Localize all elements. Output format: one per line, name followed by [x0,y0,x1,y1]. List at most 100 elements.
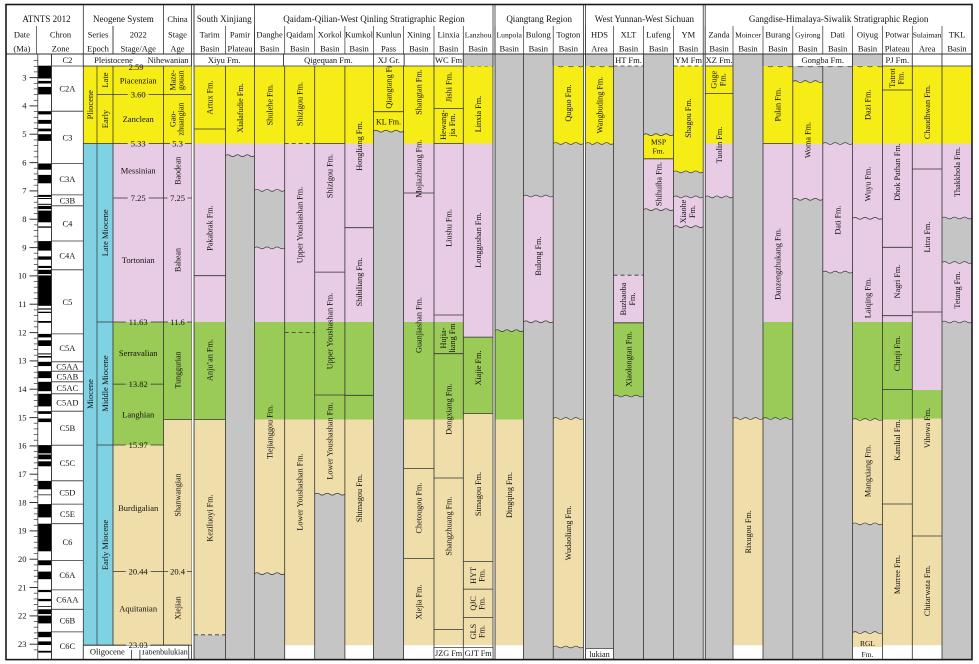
svg-text:XJ Gr.: XJ Gr. [378,55,400,65]
svg-text:JZG Fm: JZG Fm [435,649,463,658]
svg-text:ATNTS 2012: ATNTS 2012 [22,14,70,24]
svg-text:Vihowa Fm.: Vihowa Fm. [923,408,932,448]
svg-text:Oligocene: Oligocene [90,647,125,657]
svg-text:Shangzhuang Fm.: Shangzhuang Fm. [444,496,453,555]
svg-text:Neogene System: Neogene System [93,14,154,24]
svg-text:Togton: Togton [556,30,581,40]
svg-text:South Xinjiang: South Xinjiang [197,14,252,24]
svg-text:Basin: Basin [619,44,639,54]
svg-text:5.3: 5.3 [172,139,183,149]
svg-text:Basin: Basin [500,44,520,54]
svg-text:6: 6 [22,157,26,167]
svg-text:C5AB: C5AB [57,372,79,382]
svg-text:Basin: Basin [468,44,488,54]
svg-text:22: 22 [18,611,27,621]
svg-text:Stage: Stage [168,30,187,40]
svg-text:Baodean: Baodean [173,157,182,185]
svg-text:YM Fm: YM Fm [675,55,703,65]
svg-text:Linxia: Linxia [437,30,459,40]
svg-text:Guanjiashan Fm.: Guanjiashan Fm. [415,297,424,353]
svg-text:Dhok Pathan Fm.: Dhok Pathan Fm. [893,143,902,201]
svg-text:Hongliang Fm.: Hongliang Fm. [355,121,364,171]
svg-text:Xiejian: Xiejian [173,596,182,620]
svg-text:7.25: 7.25 [170,193,185,203]
svg-text:9: 9 [22,242,26,252]
svg-text:Fm.: Fm. [862,650,874,659]
svg-text:Kumkol: Kumkol [345,30,374,40]
svg-text:Late Miocene: Late Miocene [100,209,110,256]
svg-text:Late: Late [100,72,110,87]
svg-text:Qigequan Fm.: Qigequan Fm. [304,55,353,65]
svg-text:RGL: RGL [860,639,875,648]
svg-text:Aquitanian: Aquitanian [119,603,158,613]
svg-text:Shangtan Fm.: Shangtan Fm. [415,69,424,115]
svg-text:Danzengzhukang Fm.: Danzengzhukang Fm. [774,228,783,300]
svg-text:HT Fm.: HT Fm. [615,55,642,65]
svg-text:C5E: C5E [60,509,75,519]
svg-text:Basin: Basin [559,44,579,54]
svg-text:Anju’an Fm.: Anju’an Fm. [206,339,215,381]
svg-text:Basin: Basin [200,44,220,54]
svg-text:PJ Fm.: PJ Fm. [885,55,909,65]
svg-text:Dingqing Fm.: Dingqing Fm. [505,472,514,518]
svg-text:Wangbuding Fm.: Wangbuding Fm. [595,77,604,134]
svg-text:C5AC: C5AC [57,383,79,393]
svg-text:Basin: Basin [798,44,818,54]
svg-text:WC Fm: WC Fm [435,55,463,65]
svg-text:13.82: 13.82 [129,379,148,389]
svg-text:17: 17 [18,469,27,479]
svg-text:XZ Fm.: XZ Fm. [706,55,733,65]
svg-text:Fm.: Fm. [628,293,637,306]
svg-text:20: 20 [18,554,27,564]
svg-text:14: 14 [18,384,27,394]
svg-text:Potwar: Potwar [885,30,909,40]
svg-text:Dati: Dati [830,30,845,40]
svg-text:YM: YM [682,30,696,40]
svg-text:C2: C2 [62,55,72,65]
svg-text:Bulong Fm.: Bulong Fm. [534,236,543,275]
svg-text:Middle Miocene: Middle Miocene [100,355,110,412]
svg-text:Mojiazhuang Fm.: Mojiazhuang Fm. [415,139,424,197]
svg-text:11: 11 [18,299,26,309]
svg-text:Fm.: Fm. [653,147,665,156]
svg-text:10: 10 [18,271,27,281]
svg-text:QJC: QJC [469,596,478,611]
svg-text:Kamlial Fm.: Kamlial Fm. [893,419,902,460]
svg-text:Basin: Basin [290,44,310,54]
svg-text:C6B: C6B [60,616,76,626]
svg-text:Oiyug: Oiyug [857,30,879,40]
svg-text:8: 8 [22,214,26,224]
svg-text:Bulong: Bulong [526,30,552,40]
svg-text:Lufeng: Lufeng [646,30,671,40]
svg-text:C5AD: C5AD [56,398,78,408]
svg-text:Plateau: Plateau [227,44,253,54]
svg-text:Pulan Fm.: Pulan Fm. [774,88,783,122]
svg-text:Basin: Basin [409,44,429,54]
svg-text:TKL: TKL [949,30,966,40]
svg-text:Upper Youshashan Fm.: Upper Youshashan Fm. [326,293,335,369]
svg-text:West Yunnan-West Sichuan: West Yunnan-West Sichuan [595,14,695,24]
svg-text:Basin: Basin [738,44,758,54]
svg-text:5.33: 5.33 [131,139,146,149]
svg-text:18: 18 [18,497,27,507]
svg-text:Guge: Guge [710,70,719,88]
svg-text:GLS: GLS [469,623,478,639]
svg-text:Chetougou Fm.: Chetougou Fm. [415,483,424,534]
svg-text:20.44: 20.44 [129,567,149,577]
svg-text:Basin: Basin [768,44,788,54]
svg-text:Lanzhou: Lanzhou [465,31,492,40]
svg-text:Tatrot: Tatrot [888,68,897,88]
svg-text:Burang: Burang [765,30,791,40]
svg-text:C5D: C5D [59,488,75,498]
svg-text:jia Fm.: jia Fm. [448,113,457,137]
svg-text:Pliocene: Pliocene [85,90,95,119]
svg-text:Shimagou Fm.: Shimagou Fm. [355,474,364,522]
svg-text:Simagou Fm.: Simagou Fm. [474,472,483,516]
svg-text:Early: Early [100,109,110,128]
svg-text:liang Fm: liang Fm [448,323,457,353]
svg-text:Serravalian: Serravalian [119,348,158,358]
svg-text:C3A: C3A [59,174,76,184]
svg-text:7.25: 7.25 [131,193,146,203]
svg-text:Messinian: Messinian [121,166,157,176]
svg-text:Tunggurian: Tunggurian [173,351,182,388]
